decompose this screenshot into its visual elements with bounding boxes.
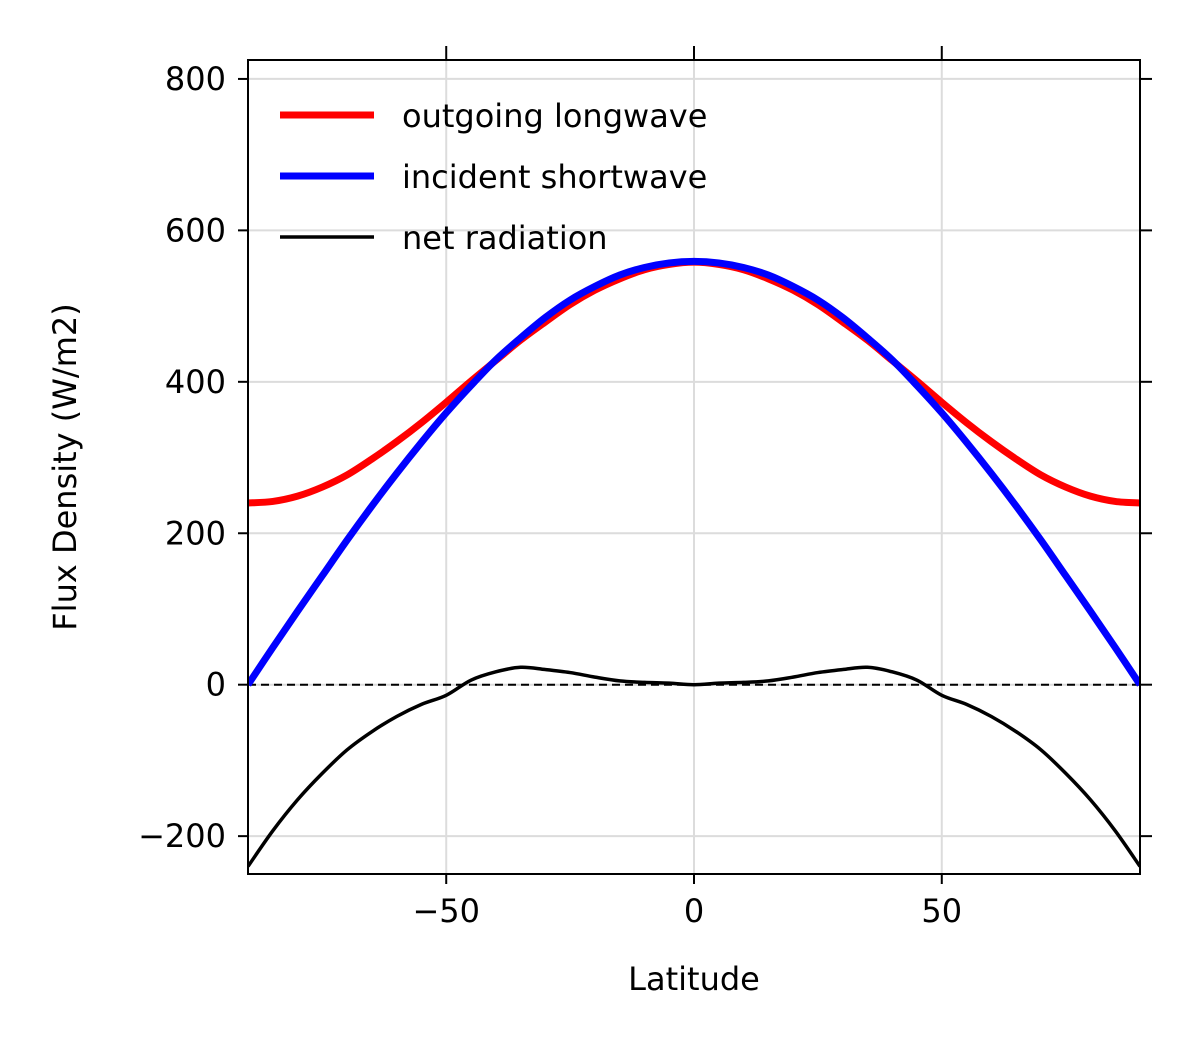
y-tick-label: 400 <box>165 363 226 401</box>
series-line-incident-shortwave <box>248 257 1140 687</box>
y-tick-label: 600 <box>165 211 226 249</box>
tick-marks <box>238 46 1152 884</box>
tick-labels: −50 0 50 −200 0 200 400 600 800 <box>138 60 962 930</box>
legend-label-incident-shortwave: incident shortwave <box>402 158 707 196</box>
y-tick-label: 200 <box>165 514 226 552</box>
x-tick-label: 0 <box>684 892 704 930</box>
legend: outgoing longwave incident shortwave net r… <box>280 97 707 257</box>
series-line-net-radiation <box>248 665 1140 868</box>
y-tick-label: 0 <box>206 666 226 704</box>
y-axis-label: Flux Density (W/m2) <box>46 303 84 630</box>
series-layer <box>248 257 1140 868</box>
x-axis-label: Latitude <box>628 960 760 998</box>
x-tick-label: 50 <box>921 892 962 930</box>
y-tick-label: −200 <box>138 817 226 855</box>
grid-lines <box>248 60 1140 874</box>
y-tick-label: 800 <box>165 60 226 98</box>
legend-label-outgoing-longwave: outgoing longwave <box>402 97 707 135</box>
legend-label-net-radiation: net radiation <box>402 219 608 257</box>
x-tick-label: −50 <box>412 892 480 930</box>
